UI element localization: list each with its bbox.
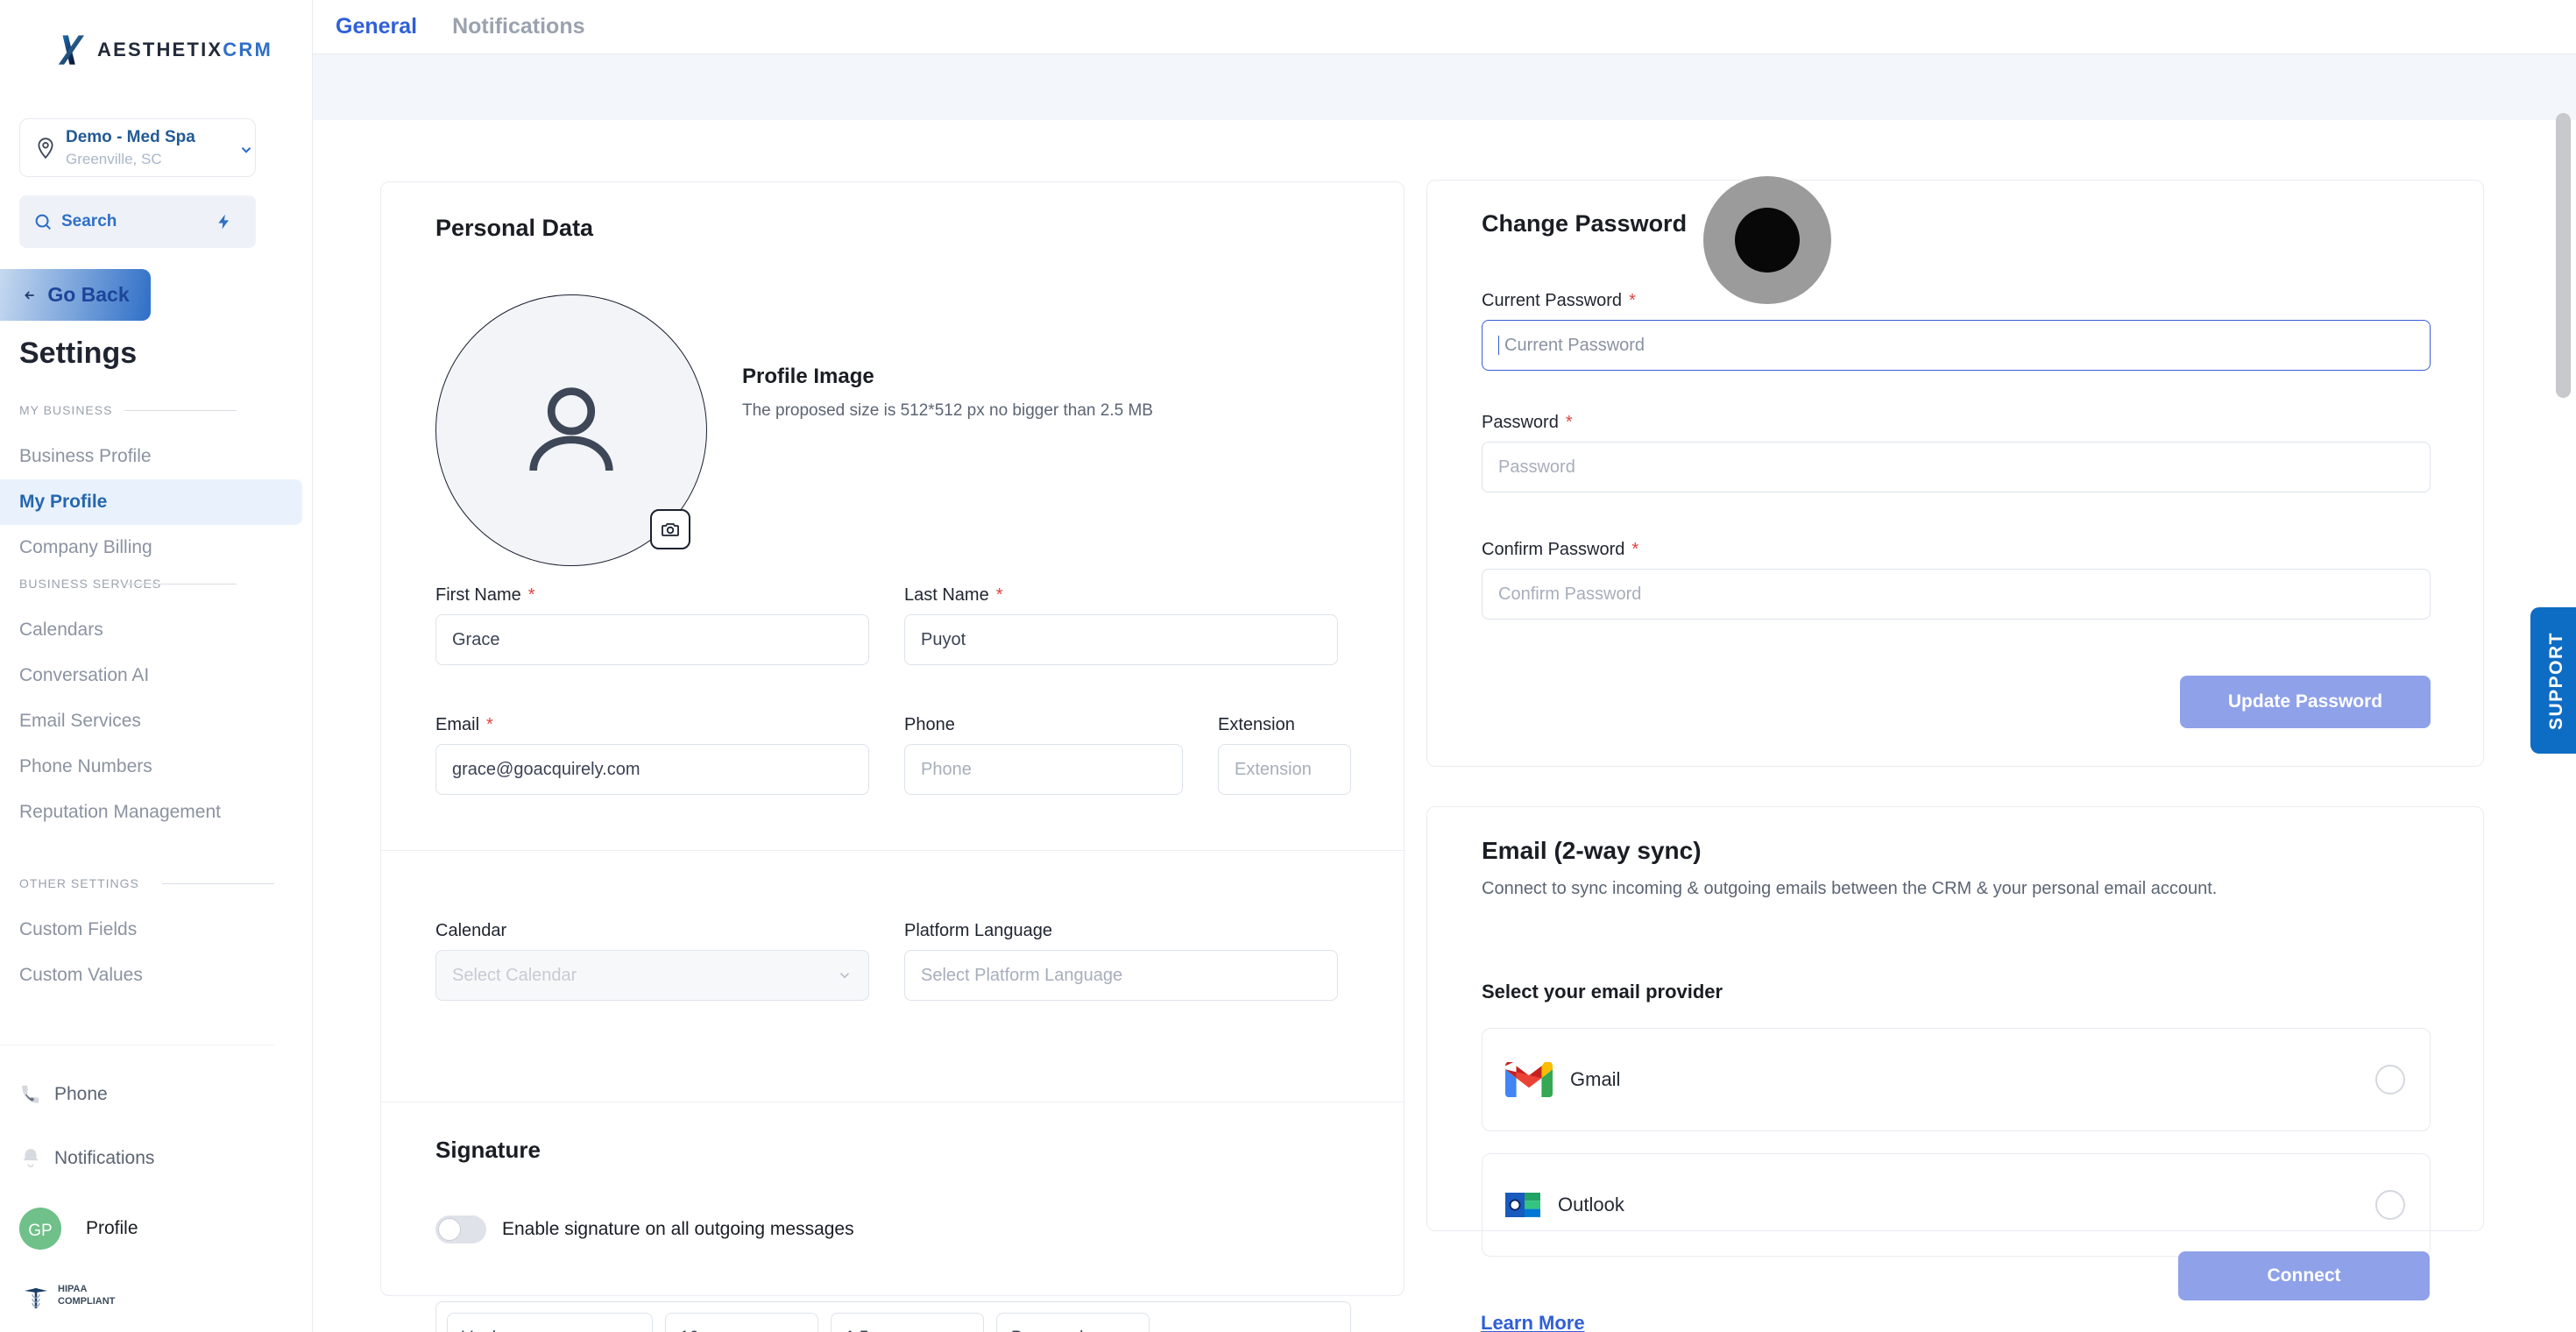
- svg-text:GP: GP: [28, 1222, 52, 1240]
